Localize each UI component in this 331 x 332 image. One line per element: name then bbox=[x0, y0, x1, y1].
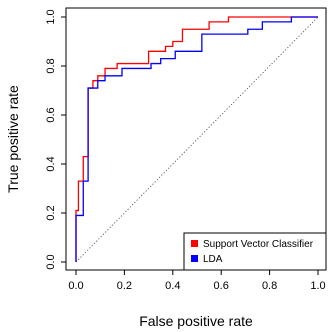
x-axis-label: False positive rate bbox=[139, 313, 253, 329]
legend-label-svc: Support Vector Classifier bbox=[203, 239, 314, 250]
legend-label-lda: LDA bbox=[203, 254, 223, 265]
y-tick-label: 0.6 bbox=[45, 107, 57, 122]
x-axis: 0.0 0.2 0.4 0.6 0.8 1.0 bbox=[68, 270, 326, 292]
legend-box bbox=[183, 232, 327, 271]
legend-swatch-svc bbox=[191, 240, 198, 247]
y-axis: 0.0 0.2 0.4 0.6 0.8 1.0 bbox=[45, 9, 66, 270]
x-tick-label: 0.6 bbox=[214, 280, 229, 292]
x-tick-label: 1.0 bbox=[310, 280, 325, 292]
plot-frame bbox=[65, 7, 327, 271]
series-line-lda bbox=[75, 16, 318, 262]
y-tick-label: 0.4 bbox=[45, 156, 57, 171]
legend-swatch-lda bbox=[191, 255, 198, 262]
y-axis-label: True positive rate bbox=[5, 85, 21, 193]
y-tick-label: 0.0 bbox=[45, 254, 57, 269]
y-tick-label: 1.0 bbox=[45, 9, 57, 24]
x-tick-label: 0.2 bbox=[117, 280, 132, 292]
series-layer bbox=[75, 16, 318, 262]
x-tick-label: 0.0 bbox=[68, 280, 83, 292]
reference-diagonal-line bbox=[75, 16, 319, 263]
reference-line-layer bbox=[75, 16, 319, 263]
y-tick-label: 0.8 bbox=[45, 58, 57, 73]
x-tick-label: 0.8 bbox=[262, 280, 277, 292]
y-tick-label: 0.2 bbox=[45, 205, 57, 220]
legend: Support Vector Classifier LDA bbox=[183, 232, 327, 271]
series-line-svc bbox=[75, 16, 318, 262]
x-tick-label: 0.4 bbox=[165, 280, 180, 292]
